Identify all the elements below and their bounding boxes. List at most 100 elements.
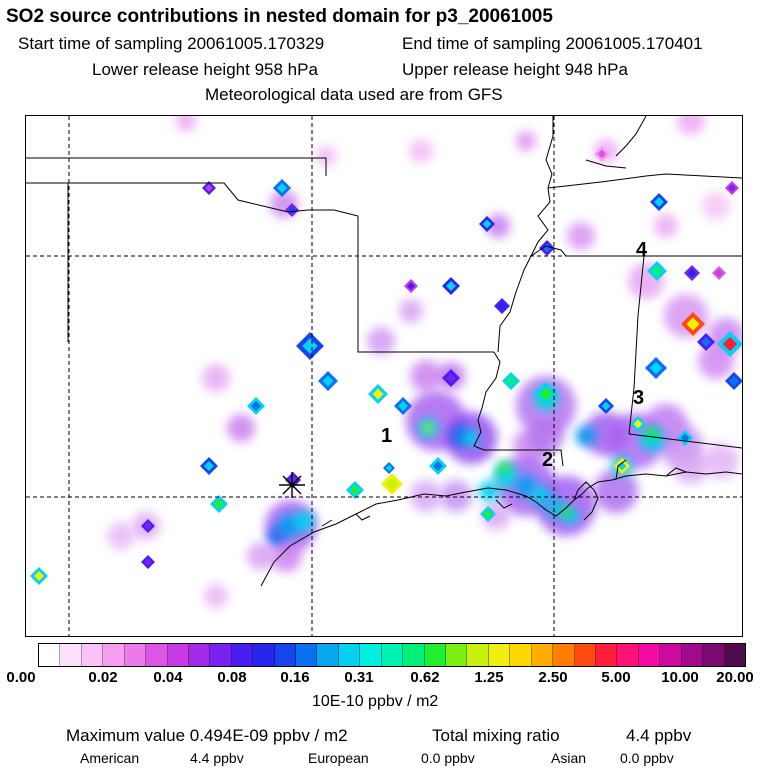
source-diamond xyxy=(383,462,395,474)
plume-patch xyxy=(410,480,442,512)
total-mixing-value: 4.4 ppbv xyxy=(626,726,692,745)
source-diamond xyxy=(30,567,48,585)
source-diamond xyxy=(202,181,216,195)
colorbar-swatch xyxy=(39,644,61,666)
source-diamond xyxy=(273,179,291,197)
plume-patch xyxy=(486,214,510,238)
source-diamond xyxy=(650,193,668,211)
plume-patch xyxy=(528,418,564,454)
upper-release-label: Upper release height xyxy=(402,60,560,79)
colorbar-swatch xyxy=(381,644,404,666)
start-time-label: Start time of sampling xyxy=(18,34,183,53)
source-diamond xyxy=(394,397,412,415)
end-time-line: End time of sampling 20061005.170401 xyxy=(402,34,703,54)
lower-release-line: Lower release height 958 hPa xyxy=(92,60,318,80)
lower-release-value: 958 hPa xyxy=(254,60,318,79)
source-diamond xyxy=(381,473,403,495)
plume-core xyxy=(498,462,510,474)
colorbar-swatch xyxy=(553,644,575,666)
source-diamond xyxy=(594,146,610,162)
source-diamond xyxy=(442,277,460,295)
colorbar-swatch xyxy=(446,644,468,666)
release-site-star xyxy=(279,472,305,498)
source-diamond xyxy=(141,519,155,533)
source-diamond xyxy=(285,203,299,217)
colorbar-swatch xyxy=(188,644,211,666)
colorbar-swatch xyxy=(81,644,104,666)
colorbar-swatch xyxy=(146,644,168,666)
colorbar xyxy=(38,643,746,667)
plume-core xyxy=(531,486,551,506)
source-diamond xyxy=(630,416,646,432)
colorbar-tick: 0.08 xyxy=(217,669,247,686)
source-diamond xyxy=(598,398,614,414)
source-diamond xyxy=(614,458,630,474)
source-diamond xyxy=(442,369,460,387)
colorbar-swatch xyxy=(296,644,318,666)
gulf-coastline xyxy=(260,459,742,587)
source-diamond xyxy=(368,384,388,404)
plume-core xyxy=(423,423,433,433)
source-diamond xyxy=(429,457,447,475)
source-diamond xyxy=(677,430,693,446)
source-diamond xyxy=(285,472,301,488)
source-diamond xyxy=(717,331,742,357)
colorbar-tick: 0.04 xyxy=(153,669,183,686)
source-diamond xyxy=(296,332,324,360)
colorbar-swatch xyxy=(681,644,704,666)
start-time-value: 20061005.170329 xyxy=(187,34,325,53)
colorbar-swatch xyxy=(617,644,639,666)
source-diamond xyxy=(534,382,558,406)
colorbar-swatch xyxy=(253,644,275,666)
colorbar-swatch xyxy=(703,644,725,666)
source-diamond xyxy=(712,266,726,280)
source-diamond xyxy=(247,397,265,415)
asian-value: 0.0 ppbv xyxy=(620,750,674,766)
colorbar-tick: 20.00 xyxy=(716,669,754,686)
max-value: 0.494E-09 ppbv / m2 xyxy=(189,726,348,745)
plume-patch xyxy=(410,360,442,392)
plume-patch xyxy=(227,414,255,442)
source-diamond xyxy=(725,372,742,390)
plume-patch xyxy=(516,131,536,151)
colorbar-swatch xyxy=(488,644,511,666)
colorbar-swatch xyxy=(317,644,339,666)
plume-patch xyxy=(703,443,739,479)
plume-core xyxy=(479,481,499,501)
source-diamonds xyxy=(30,146,742,585)
plume-core xyxy=(463,430,479,446)
plume-patch xyxy=(409,139,433,163)
source-diamond xyxy=(684,265,700,281)
marker-4: 4 xyxy=(636,239,648,261)
plume-patch xyxy=(202,364,230,392)
lat-lon-grid xyxy=(26,116,742,636)
plume-patch xyxy=(654,214,678,238)
plume-layer xyxy=(107,116,742,608)
lower-release-label: Lower release height xyxy=(92,60,250,79)
source-diamond xyxy=(539,240,555,256)
plume-core xyxy=(268,528,284,544)
max-value-line: Maximum value 0.494E-09 ppbv / m2 xyxy=(66,726,348,746)
plume-patch xyxy=(204,584,228,608)
plume-patch xyxy=(270,540,302,572)
upper-release-value: 948 hPa xyxy=(564,60,628,79)
marker-1: 1 xyxy=(381,425,392,447)
total-mixing-label: Total mixing ratio xyxy=(432,726,560,745)
source-diamond xyxy=(494,298,510,314)
colorbar-swatch xyxy=(574,644,596,666)
european-value: 0.0 ppbv xyxy=(421,750,475,766)
colorbar-swatch xyxy=(60,644,82,666)
american-label: American xyxy=(80,750,140,766)
plume-patch xyxy=(673,448,709,484)
american-value: 4.4 ppbv xyxy=(190,750,244,766)
colorbar-tick: 1.25 xyxy=(474,669,504,686)
colorbar-swatch xyxy=(210,644,232,666)
source-diamond xyxy=(404,279,418,293)
end-time-value: 20061005.170401 xyxy=(565,34,703,53)
colorbar-swatch xyxy=(403,644,425,666)
source-diamond xyxy=(200,457,218,475)
source-diamond xyxy=(141,555,155,569)
met-data-line: Meteorological data used are from GFS xyxy=(205,85,503,104)
colorbar-swatch xyxy=(338,644,361,666)
colorbar-swatch xyxy=(231,644,254,666)
